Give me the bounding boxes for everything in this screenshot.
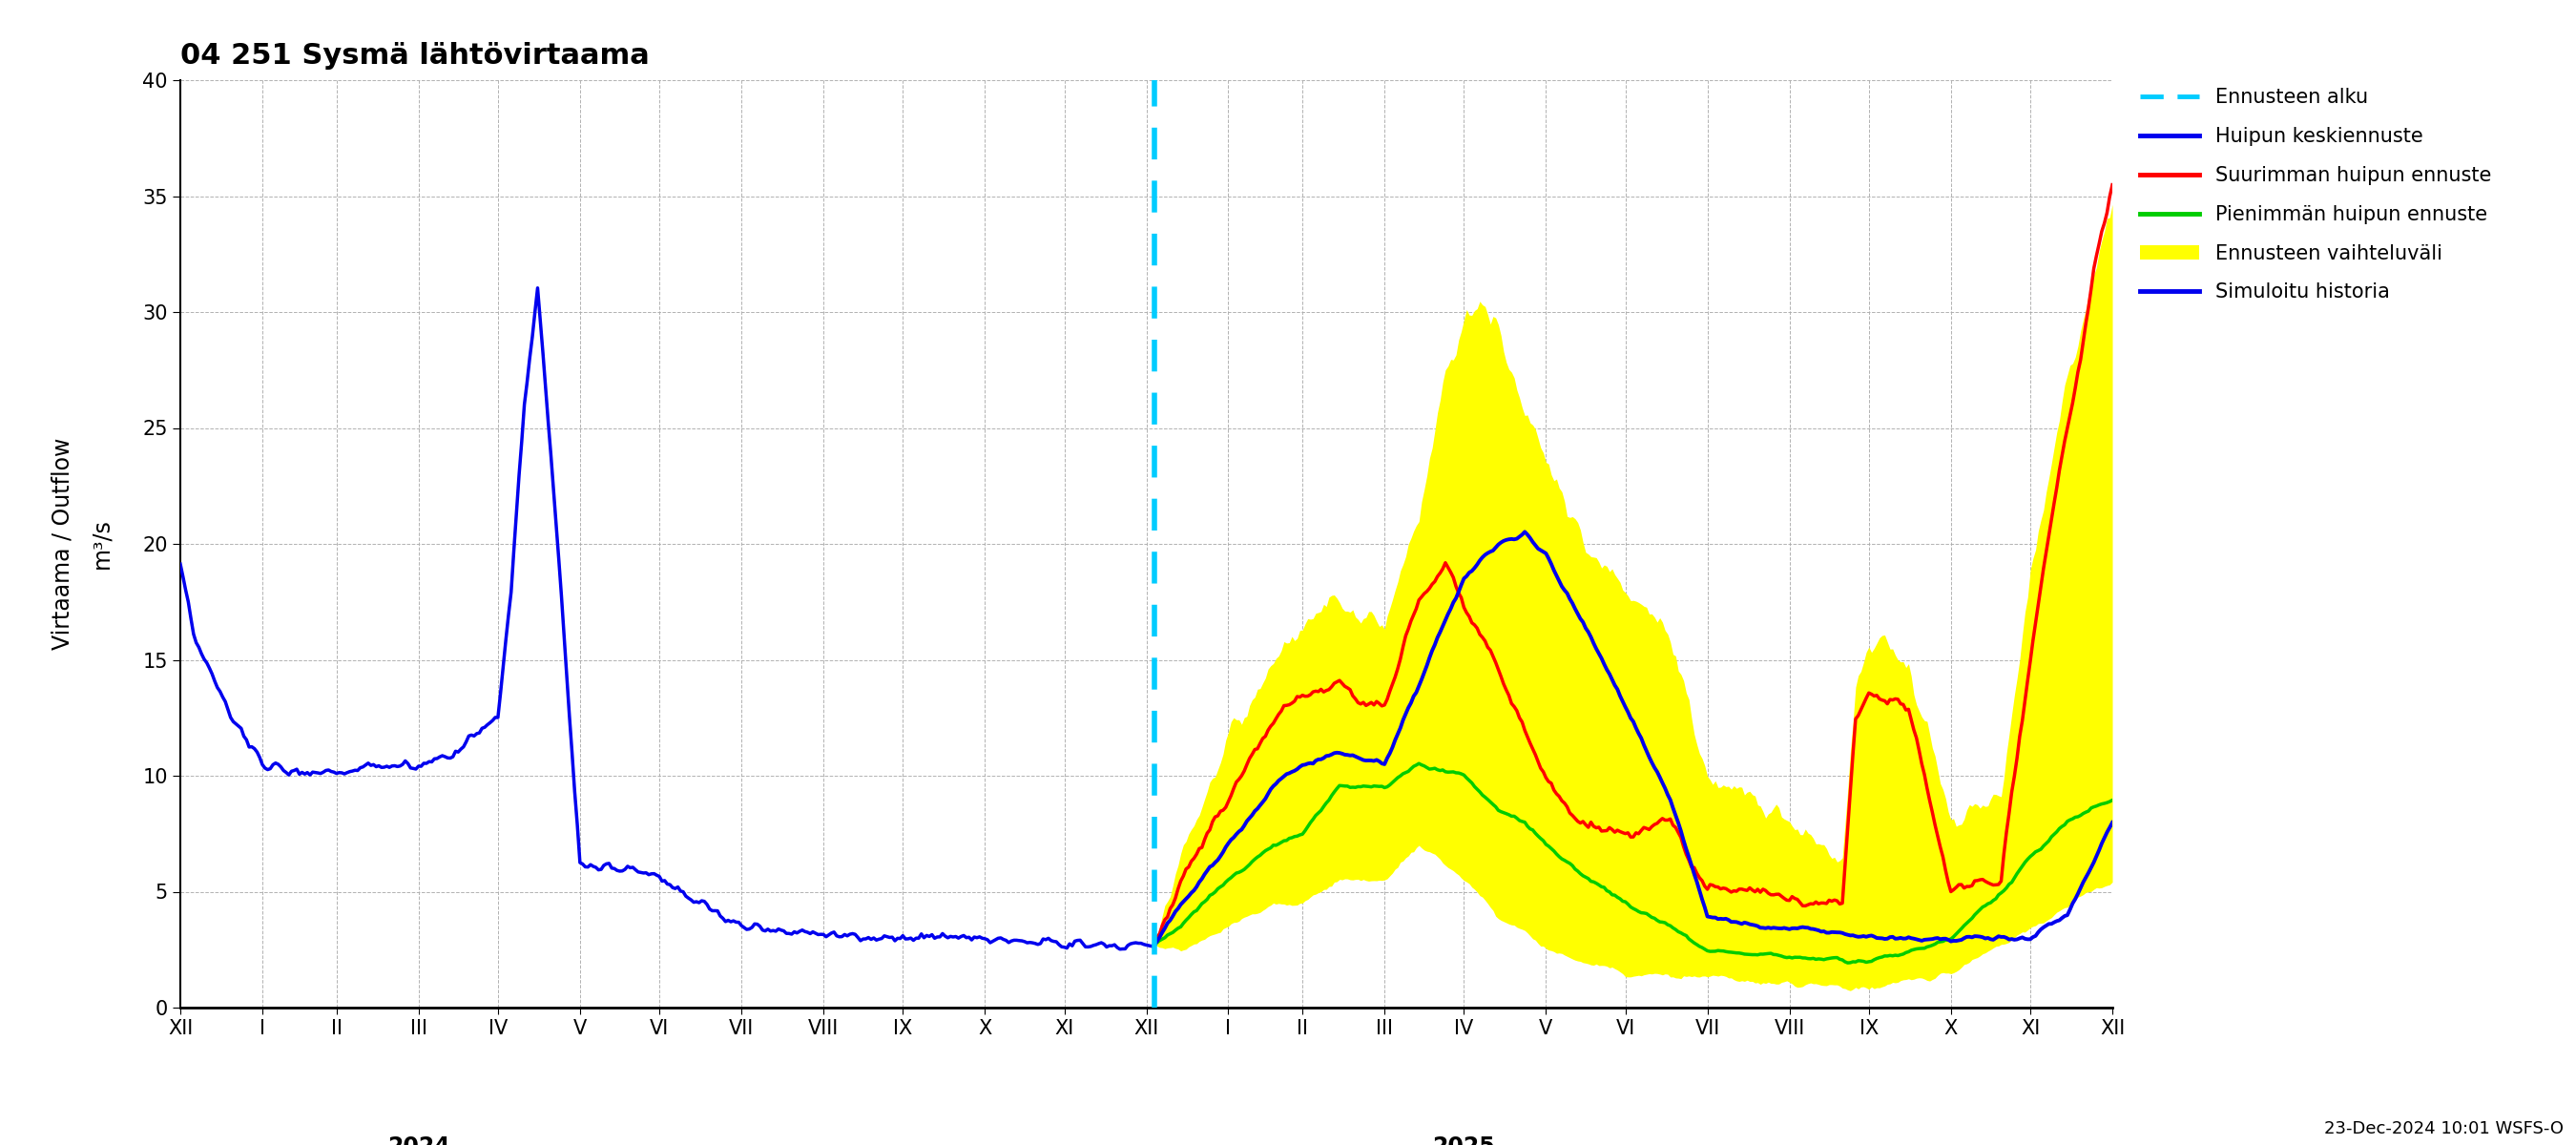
Legend: Ennusteen alku, Huipun keskiennuste, Suurimman huipun ennuste, Pienimmän huipun : Ennusteen alku, Huipun keskiennuste, Suu… <box>2133 80 2499 310</box>
Text: 04 251 Sysmä lähtövirtaama: 04 251 Sysmä lähtövirtaama <box>180 42 649 70</box>
Text: m³/s: m³/s <box>90 519 113 569</box>
Text: 23-Dec-2024 10:01 WSFS-O: 23-Dec-2024 10:01 WSFS-O <box>2324 1120 2563 1137</box>
Text: 2024: 2024 <box>386 1135 451 1145</box>
Text: 2025: 2025 <box>1432 1135 1494 1145</box>
Text: Virtaama / Outflow: Virtaama / Outflow <box>52 437 75 650</box>
